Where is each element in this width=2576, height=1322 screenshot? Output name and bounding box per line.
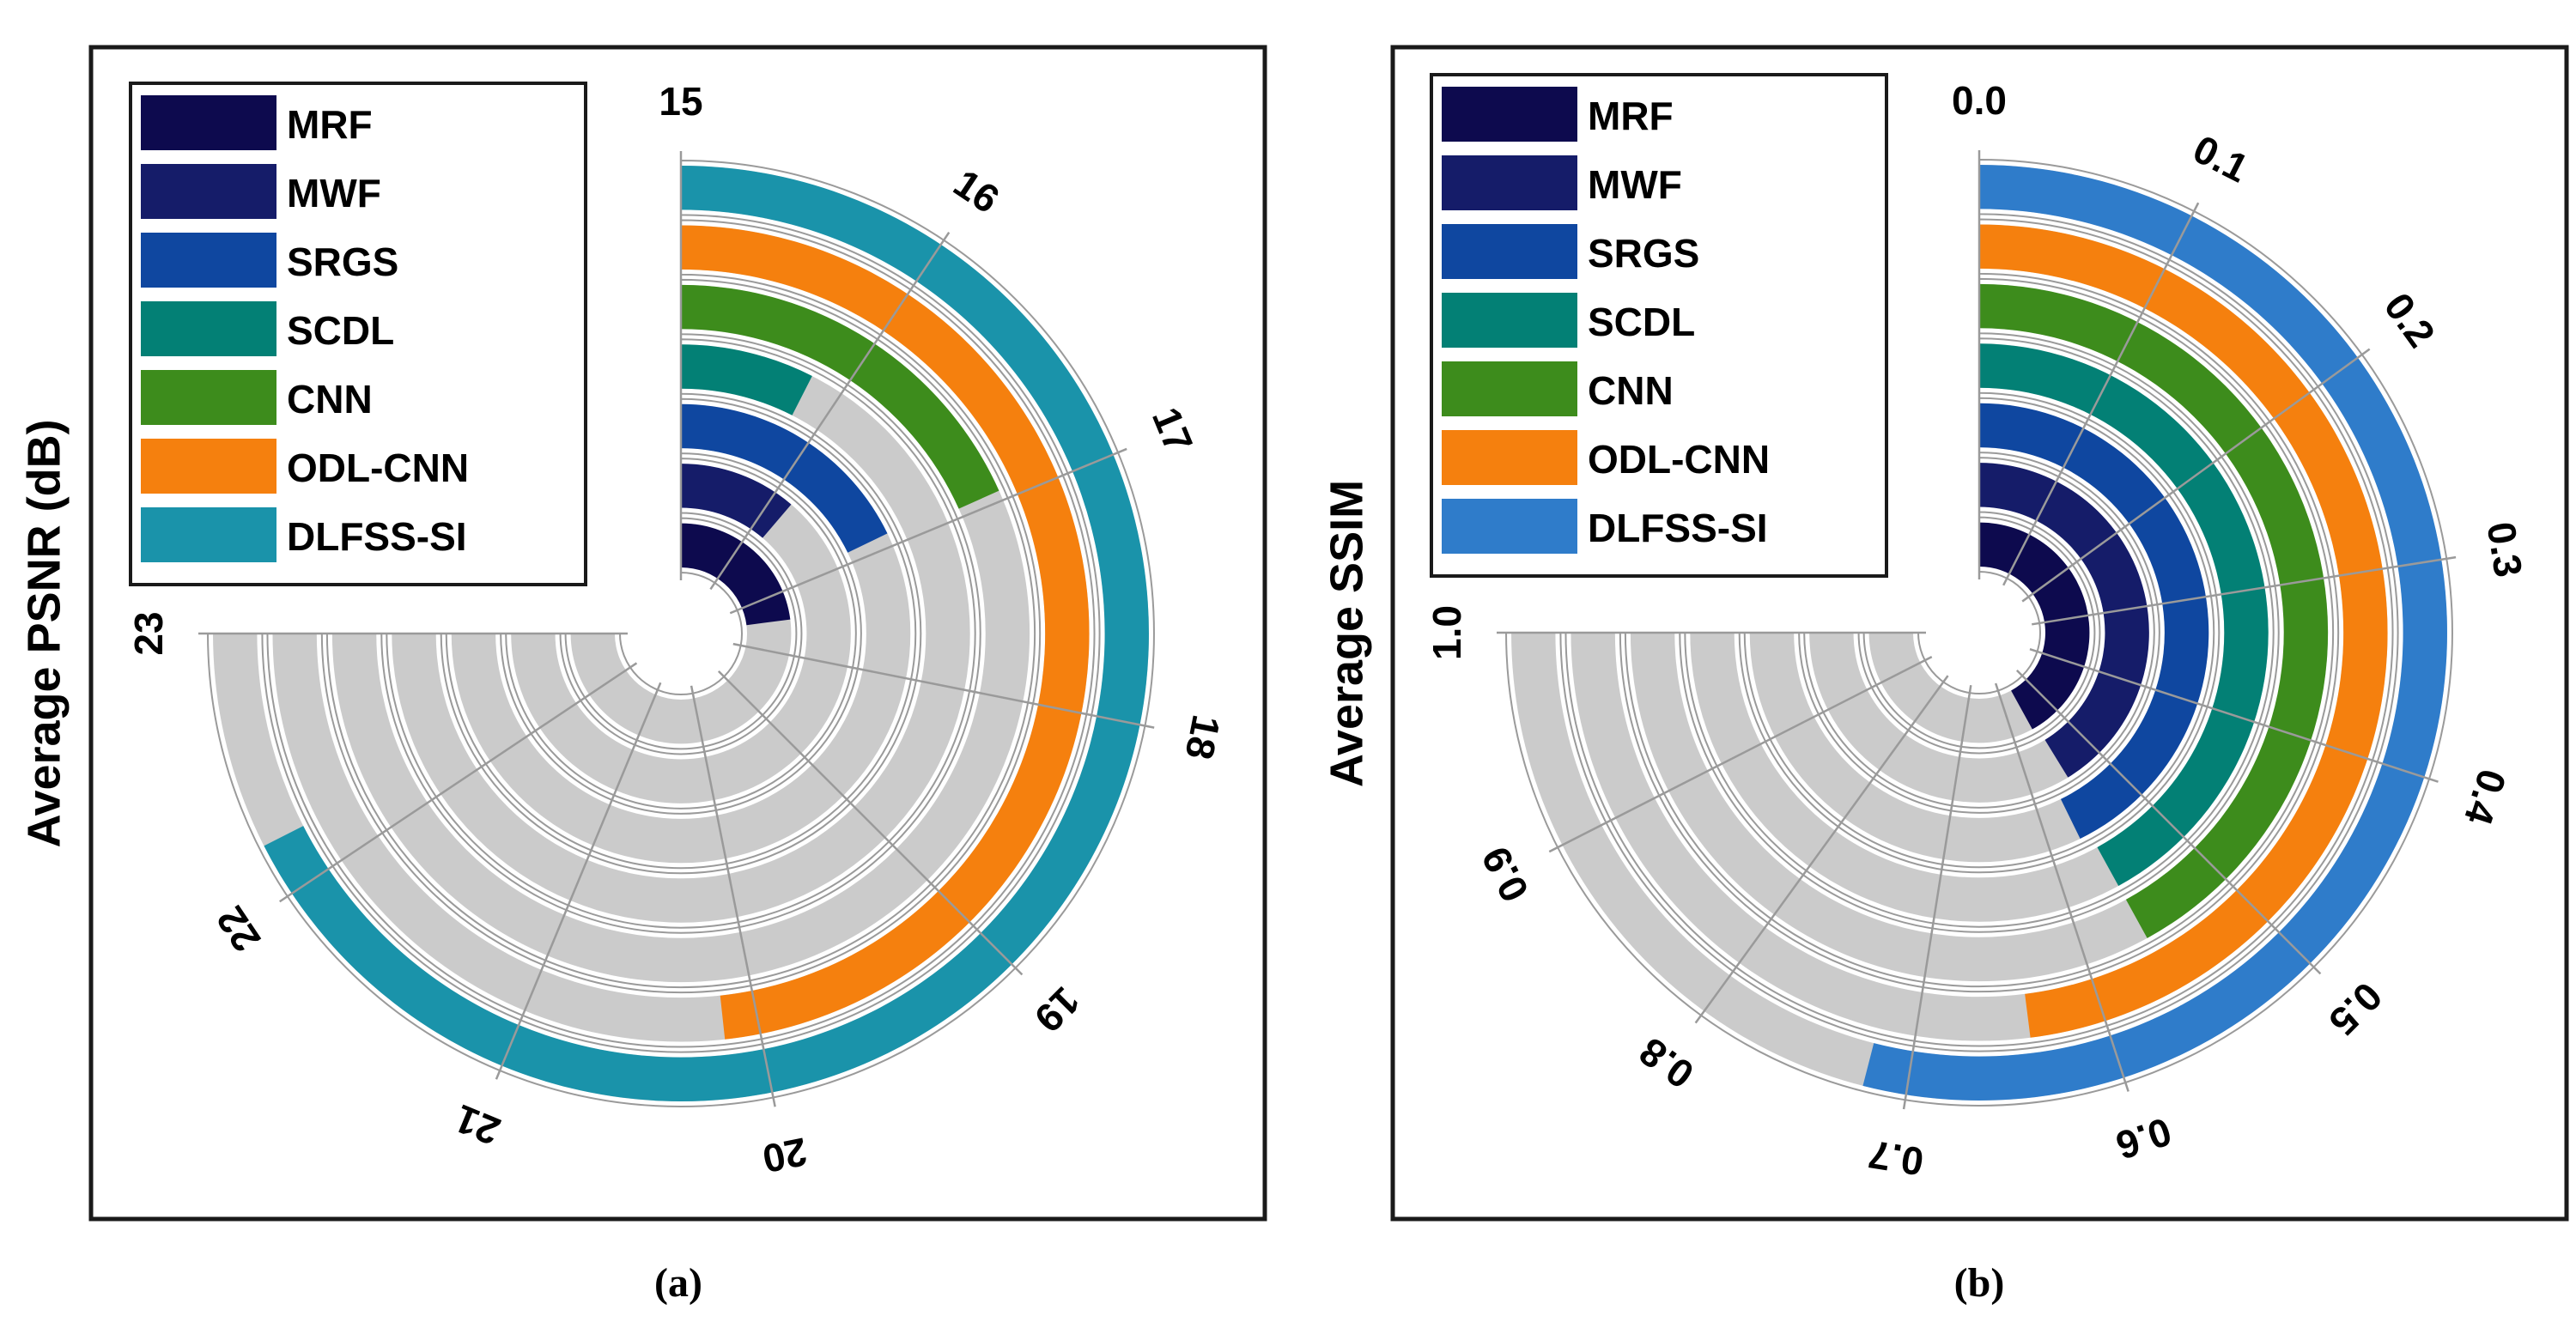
legend-swatch-scdl (141, 301, 276, 356)
legend-swatch-srgs (1442, 224, 1577, 279)
panel-b-legend: MRF MWF SRGS SCDL CNN ODL-CNN DLFSS-SI (1430, 73, 1888, 578)
bar-cnn (1979, 283, 2329, 938)
tick-label: 19 (1026, 979, 1089, 1041)
legend-label-cnn: CNN (1588, 368, 1674, 413)
legend-label-mrf: MRF (1588, 94, 1674, 138)
tick-label: 0.9 (1473, 840, 1537, 909)
tick-label: 22 (208, 899, 270, 960)
panel-b-y-axis-label: Average SSIM (1321, 480, 1372, 787)
tick-label: 0.1 (2186, 126, 2256, 191)
legend-label-scdl: SCDL (287, 308, 394, 353)
ring-outline (1624, 277, 2335, 988)
tick-label: 0.3 (2479, 518, 2531, 579)
ring-outline (325, 278, 1036, 989)
panel-a-caption: (a) (654, 1260, 702, 1306)
legend-label-mwf: MWF (287, 171, 381, 215)
legend-label-mwf: MWF (1588, 162, 1682, 207)
tick-label: 20 (759, 1129, 811, 1181)
legend-label-dlfss-si: DLFSS-SI (1588, 506, 1768, 550)
legend-swatch-mrf (141, 95, 276, 150)
grid-line (2015, 669, 2322, 975)
ring-outline (207, 160, 1155, 1107)
legend-label-odl-cnn: ODL-CNN (1588, 437, 1770, 482)
ring-track (213, 166, 1149, 1101)
bar-scdl (1979, 343, 2269, 887)
bar-odl-cnn (1979, 224, 2388, 1038)
grid-line (732, 642, 1155, 729)
legend-label-cnn: CNN (287, 377, 373, 421)
legend-swatch-cnn (1442, 361, 1577, 416)
tick-label: 0.4 (2456, 764, 2515, 830)
ring-outline (1505, 159, 2453, 1107)
legend-label-odl-cnn: ODL-CNN (287, 446, 469, 490)
bar-srgs (1979, 403, 2209, 840)
grid-line (1994, 682, 2129, 1092)
legend-swatch-cnn (141, 370, 276, 425)
legend-swatch-mwf (1442, 155, 1577, 210)
panel-b-tick-labels: 0.0 0.1 0.2 0.3 0.4 0.5 0.6 0.7 0.8 0.9 1.0 (1425, 78, 2531, 1185)
tick-label: 21 (448, 1096, 506, 1155)
ring-outline (266, 219, 1096, 1048)
bar-cnn (681, 284, 999, 509)
legend-label-srgs: SRGS (1588, 231, 1699, 276)
tick-label: 1.0 (1425, 605, 1469, 660)
bar-odl-cnn (681, 225, 1090, 1040)
panel-a-psnr-chart: Average PSNR (dB) 15 16 17 18 19 20 21 22 23 MRF… (18, 45, 1267, 1306)
panel-a-frame (88, 45, 1267, 1222)
grid-line (717, 670, 1024, 976)
bar-mwf (681, 464, 792, 538)
panel-b-ssim-chart: Average SSIM 0.0 0.1 0.2 0.3 0.4 0.5 0.6 0.7 0.8… (1321, 45, 2569, 1306)
legend-swatch-odl-cnn (141, 439, 276, 494)
tick-label: 23 (126, 611, 171, 655)
legend-swatch-scdl (1442, 293, 1577, 348)
legend-label-dlfss-si: DLFSS-SI (287, 514, 467, 559)
legend-label-mrf: MRF (287, 102, 373, 147)
tick-label: 16 (946, 161, 1007, 222)
grid-line (729, 447, 1127, 615)
legend-swatch-dlfss-si (1442, 499, 1577, 554)
tick-label: 0.6 (2111, 1109, 2177, 1168)
panel-b-frame (1390, 45, 2569, 1222)
ring-outline (386, 338, 976, 929)
tick-label: 0.2 (2376, 285, 2445, 355)
grid-line (495, 682, 662, 1080)
grid-line (2021, 348, 2371, 603)
grid-line (709, 232, 951, 591)
legend-swatch-srgs (141, 233, 276, 288)
tick-label: 17 (1144, 401, 1202, 458)
grid-line (1548, 656, 1933, 853)
legend-swatch-dlfss-si (141, 507, 276, 562)
grid-line (690, 685, 776, 1107)
ring-outline (1564, 218, 2394, 1047)
legend-label-srgs: SRGS (287, 240, 398, 284)
legend-swatch-odl-cnn (1442, 430, 1577, 485)
tick-label: 15 (659, 79, 702, 124)
tick-label: 0.8 (1631, 1029, 1702, 1098)
ring-outline (445, 397, 917, 870)
panel-a-y-axis-label: Average PSNR (dB) (18, 419, 70, 847)
grid-line (1694, 675, 1949, 1024)
ring-outline (1743, 397, 2215, 869)
tick-label: 0.7 (1865, 1132, 1926, 1185)
panel-b-caption: (b) (1954, 1260, 2005, 1306)
grid-line (2032, 555, 2457, 626)
legend-label-scdl: SCDL (1588, 300, 1695, 344)
panel-a-legend: MRF MWF SRGS SCDL CNN ODL-CNN DLFSS-SI (129, 82, 587, 586)
bar-scdl (681, 344, 812, 415)
legend-swatch-mwf (141, 164, 276, 219)
grid-line (279, 662, 638, 903)
tick-label: 0.0 (1952, 78, 2007, 123)
bar-mrf (1979, 522, 2090, 730)
grid-line (1902, 685, 1972, 1110)
bar-mwf (1979, 463, 2149, 778)
tick-label: 18 (1176, 712, 1229, 763)
tick-label: 0.5 (2320, 973, 2391, 1044)
grid-line (2002, 202, 2200, 586)
ring-outline (1684, 337, 2275, 928)
legend-swatch-mrf (1442, 87, 1577, 142)
grid-line (2029, 647, 2439, 783)
